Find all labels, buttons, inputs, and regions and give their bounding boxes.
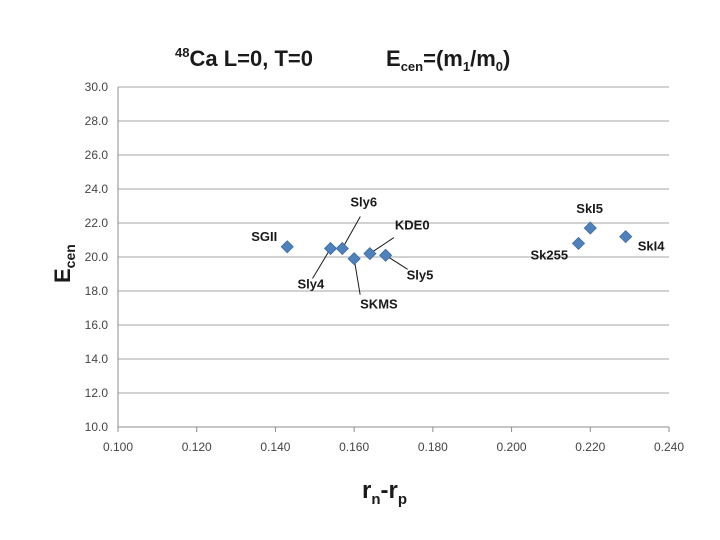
y-tick-label: 10.0 [85,420,109,434]
data-point-sgii [280,240,294,254]
data-point-sk255 [571,236,586,250]
leader-line-sly4 [312,248,331,279]
y-tick-label: 20.0 [85,250,109,264]
y-tick-labels: 10.0 12.0 14.0 16.0 18.0 20.0 22.0 24.0 26.0 28.0… [85,80,109,434]
point-label-sly5: Sly5 [407,267,434,282]
y-axis-label: Ecen [50,244,78,283]
grid-lines [118,86,669,394]
point-labels: SGII Sly4 Sly6 SKMS KDE0 Sly5 Sk255 SkI5 SkI4 [251,195,665,312]
y-tick-label: 12.0 [85,386,109,400]
data-point-sly6 [335,241,349,256]
x-tick-labels: 0.100 0.120 0.140 0.160 0.180 0.200 0.220 0.240 [103,440,684,454]
leader-line-kde0 [369,237,395,255]
x-tick-label: 0.120 [182,440,212,454]
y-tick-label: 14.0 [85,352,109,366]
data-point-sly4 [323,241,338,256]
y-tick-label: 18.0 [85,284,109,298]
leader-line-sly6 [341,216,361,249]
point-label-kde0: KDE0 [395,218,430,233]
x-tick-label: 0.160 [339,440,369,454]
data-points [280,221,633,266]
y-tick-label: 28.0 [85,114,109,128]
point-label-ski5: SkI5 [576,201,603,216]
y-tick-label: 16.0 [85,318,109,332]
y-tick-label: 22.0 [85,216,109,230]
x-tick-label: 0.240 [654,440,684,454]
label-leader-lines [312,216,408,295]
x-tick-label: 0.100 [103,440,133,454]
x-axis-label: rn-rp [362,477,407,508]
axes [117,87,670,432]
data-point-skms [347,252,361,266]
chart-title-left: 48Ca L=0, T=0 [175,45,313,71]
data-point-ski5 [583,221,597,235]
data-point-ski4 [619,230,633,244]
y-tick-label: 30.0 [85,80,109,94]
x-tick-label: 0.200 [497,440,527,454]
chart-title-right: Ecen=(m1/m0) [386,46,510,74]
y-tick-label: 24.0 [85,182,109,196]
data-point-kde0 [363,247,377,261]
leader-line-skms [353,258,361,295]
x-tick-label: 0.140 [260,440,290,454]
point-label-sly6: Sly6 [350,195,377,210]
point-label-skms: SKMS [360,297,398,312]
point-label-sly4: Sly4 [298,277,326,292]
point-label-sk255: Sk255 [530,247,568,262]
x-tick-label: 0.220 [575,440,605,454]
point-label-ski4: SkI4 [638,239,666,254]
x-tick-label: 0.180 [418,440,448,454]
y-tick-label: 26.0 [85,148,109,162]
data-point-sly5 [379,248,393,262]
point-label-sgii: SGII [251,229,277,244]
